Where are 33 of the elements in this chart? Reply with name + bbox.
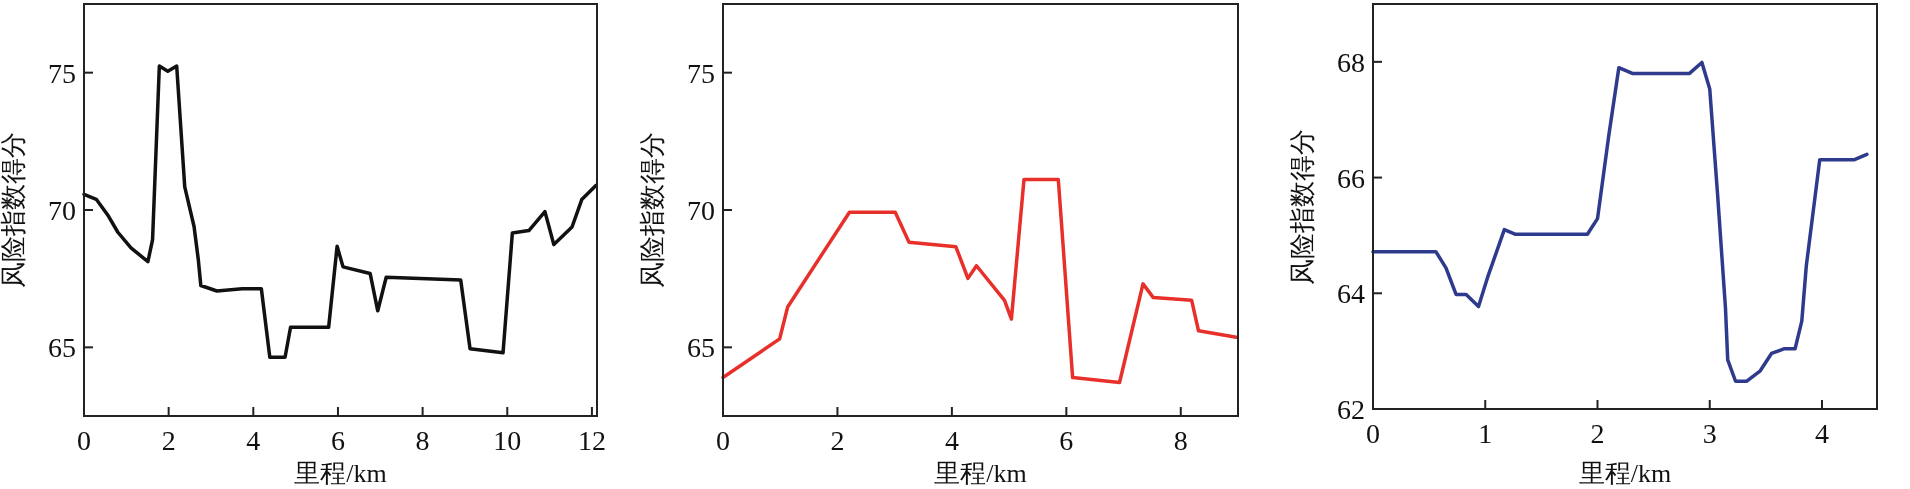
x-tick-label: 4: [1815, 418, 1829, 449]
x-tick-label: 10: [493, 425, 522, 456]
y-tick-label: 70: [687, 195, 715, 226]
x-tick-label: 8: [1173, 425, 1188, 456]
y-tick-label: 70: [48, 195, 76, 226]
y-tick-label: 68: [1337, 46, 1365, 78]
x-tick-label: 0: [77, 425, 91, 456]
x-tick-label: 8: [415, 425, 430, 456]
x-tick-label: 4: [944, 425, 959, 456]
x-axis-title: 里程/km: [1578, 459, 1672, 488]
x-tick-label: 4: [246, 425, 261, 456]
x-tick-label: 1: [1478, 418, 1493, 449]
x-tick-label: 0: [1366, 418, 1380, 449]
x-axis-title: 里程/km: [294, 459, 387, 488]
y-axis-title: 风险指数得分: [0, 132, 28, 288]
x-tick-label: 2: [161, 425, 176, 456]
x-tick-label: 12: [577, 425, 606, 456]
y-tick-label: 65: [48, 332, 76, 364]
y-tick-label: 62: [1337, 394, 1365, 425]
y-tick-label: 64: [1337, 278, 1365, 310]
y-tick-label: 75: [687, 57, 715, 89]
x-axis-title: 里程/km: [934, 459, 1027, 488]
y-tick-label: 75: [48, 57, 76, 89]
y-tick-label: 66: [1337, 162, 1365, 194]
y-axis-title: 风险指数得分: [1288, 128, 1317, 285]
x-tick-label: 2: [830, 425, 845, 456]
x-tick-label: 2: [1590, 418, 1605, 449]
x-tick-label: 6: [330, 425, 345, 456]
x-tick-label: 6: [1059, 425, 1074, 456]
y-axis-title: 风险指数得分: [638, 132, 667, 288]
x-tick-label: 0: [716, 425, 730, 456]
y-tick-label: 65: [687, 332, 715, 364]
x-tick-label: 3: [1702, 418, 1717, 449]
